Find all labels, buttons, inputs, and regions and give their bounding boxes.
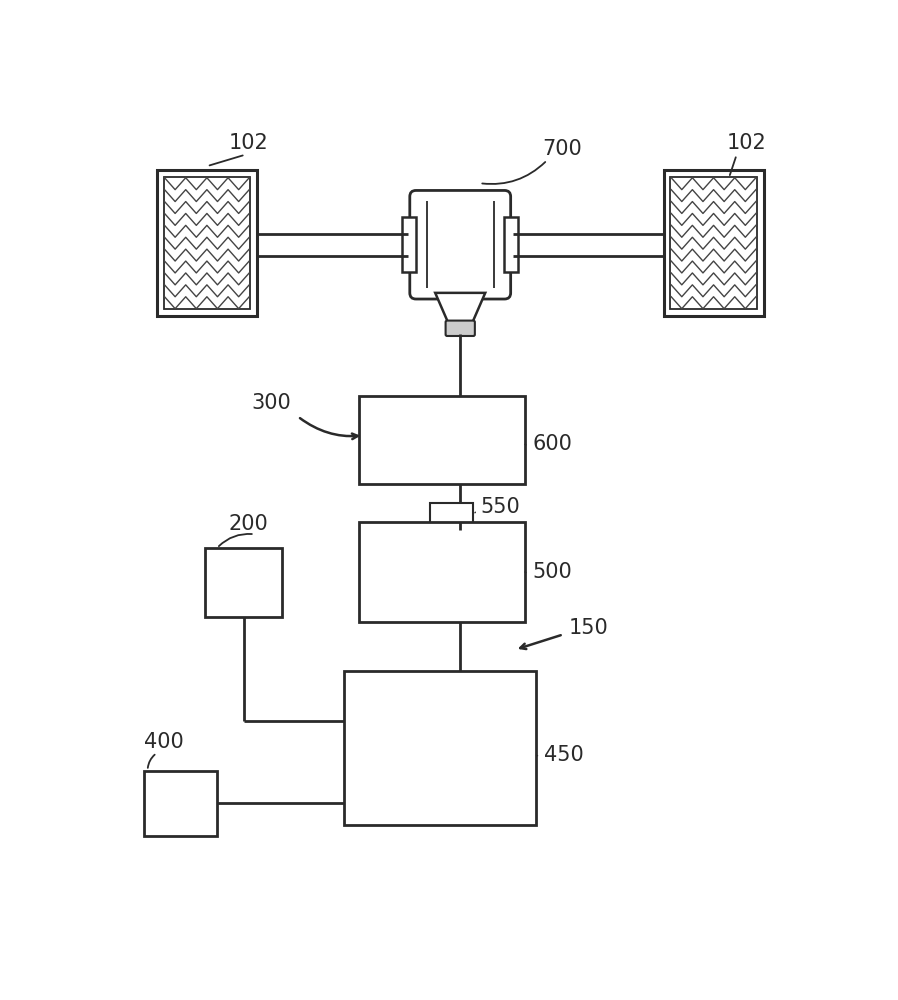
Bar: [402, 217, 416, 272]
Bar: [664, 170, 763, 316]
Text: 102: 102: [228, 133, 269, 153]
Text: 550: 550: [480, 497, 520, 517]
Text: 200: 200: [228, 514, 269, 534]
Text: 102: 102: [726, 133, 766, 153]
FancyBboxPatch shape: [409, 190, 511, 299]
FancyBboxPatch shape: [445, 321, 475, 336]
Text: 700: 700: [541, 139, 582, 159]
Polygon shape: [436, 293, 485, 322]
Text: 300: 300: [251, 393, 291, 413]
Bar: [505, 217, 518, 272]
Bar: [163, 177, 250, 309]
Bar: [359, 522, 525, 622]
Bar: [206, 548, 282, 617]
Bar: [430, 503, 472, 530]
Bar: [144, 771, 217, 836]
Text: 500: 500: [533, 562, 572, 582]
Bar: [671, 177, 757, 309]
Text: 150: 150: [568, 618, 609, 638]
Text: 400: 400: [144, 732, 183, 752]
Bar: [157, 170, 257, 316]
Text: 450: 450: [544, 745, 584, 765]
Bar: [344, 671, 536, 825]
Bar: [359, 396, 525, 484]
Text: 600: 600: [533, 434, 573, 454]
